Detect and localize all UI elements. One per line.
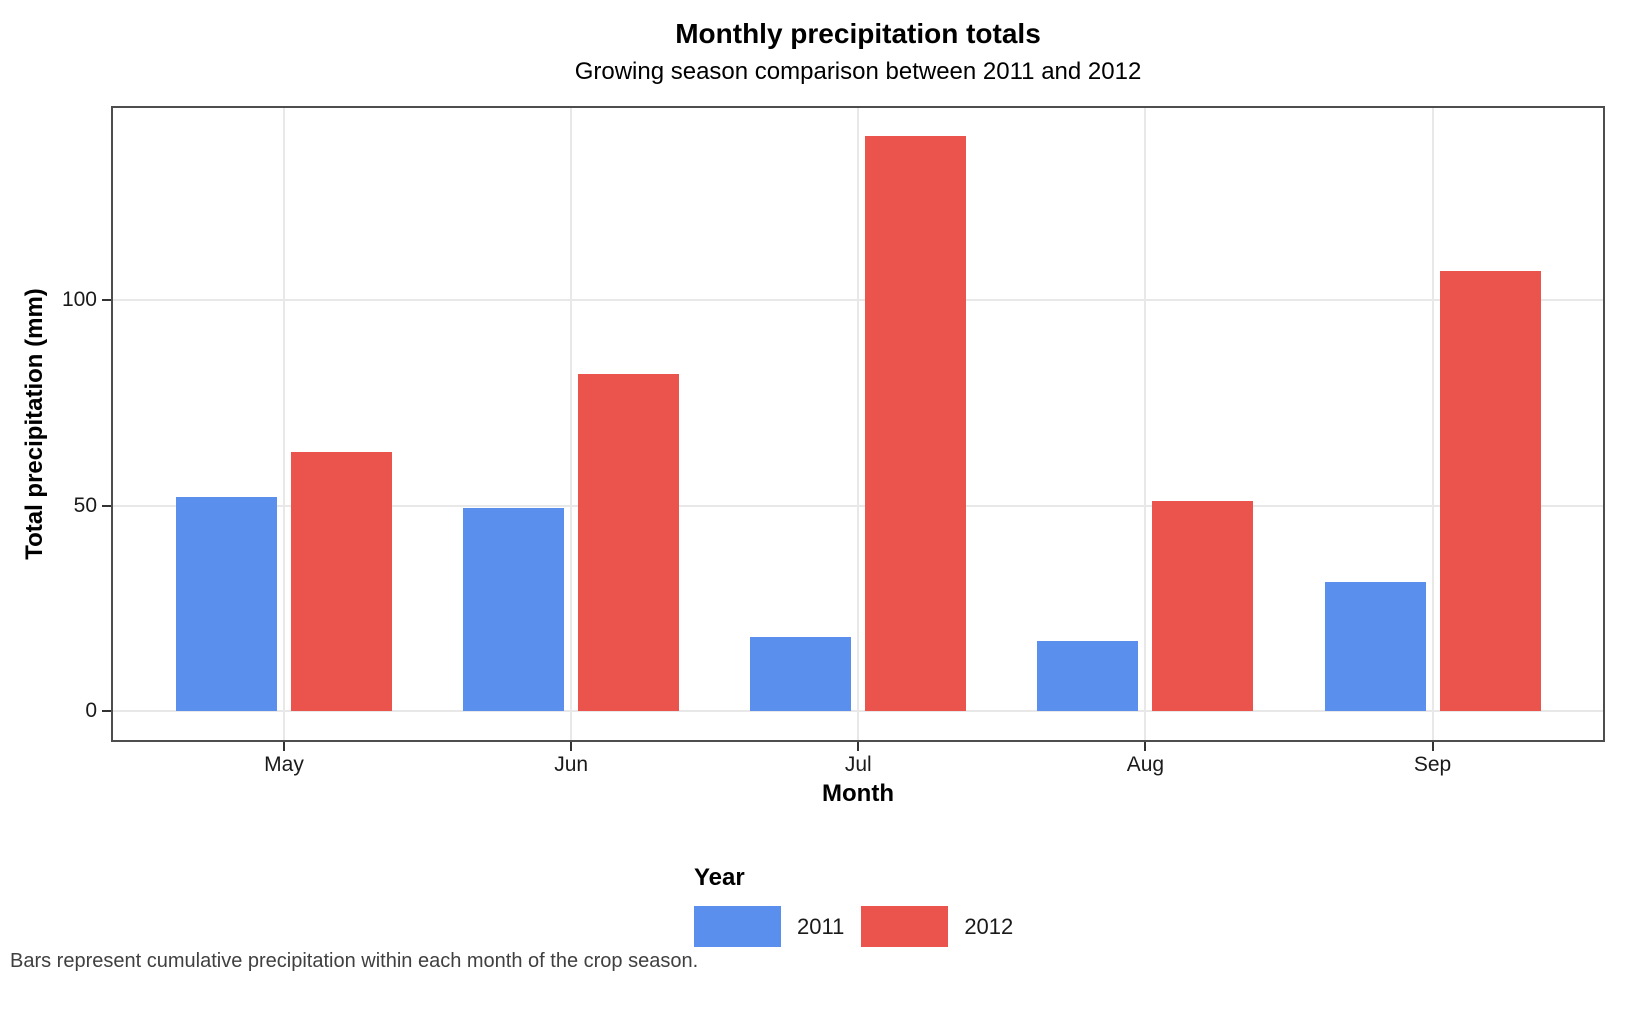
bar-2011-Jul (750, 637, 852, 711)
y-tick-label-50: 50 (73, 493, 97, 517)
legend-key-2011: 2011 (694, 906, 844, 947)
x-tick-mark-May (283, 742, 285, 751)
x-tick-label-May: May (264, 753, 304, 776)
bar-2011-Jun (463, 507, 565, 711)
gridline-x-Jul (857, 106, 860, 742)
chart-subtitle: Growing season comparison between 2011 a… (574, 58, 1142, 85)
x-tick-label-Aug: Aug (1126, 753, 1165, 776)
bar-2012-Jun (578, 373, 680, 711)
x-tick-mark-Jun (570, 742, 573, 751)
y-tick-mark-100 (102, 299, 111, 301)
bar-2012-Sep (1439, 271, 1541, 711)
chart-panel (111, 106, 1605, 742)
x-tick-mark-Sep (1431, 742, 1434, 751)
x-tick-mark-Jul (857, 742, 860, 751)
legend-label-2011: 2011 (797, 913, 845, 939)
y-axis-title: Total precipitation (mm) (21, 288, 48, 560)
y-tick-label-0: 0 (85, 699, 97, 722)
y-tick-mark-50 (102, 504, 111, 507)
x-tick-label-Jun: Jun (554, 753, 589, 776)
gridline-x-Sep (1431, 106, 1434, 742)
legend-swatch-2012 (861, 906, 949, 947)
gridline-x-Aug (1144, 106, 1147, 742)
caption: Bars represent cumulative precipitation … (10, 950, 699, 972)
bar-2011-Sep (1324, 581, 1426, 711)
legend-row: 2011 2012 (694, 906, 1030, 947)
y-tick-label-100: 100 (61, 288, 97, 311)
bar-2011-Aug (1037, 641, 1139, 711)
x-tick-label-Jul: Jul (844, 753, 872, 776)
x-axis-title: Month (822, 780, 894, 807)
legend: Year 2011 2012 (694, 864, 1030, 947)
bar-2012-Aug (1152, 501, 1254, 711)
bar-2012-Jul (865, 135, 967, 711)
legend-swatch-2011 (694, 906, 781, 947)
gridline-x-Jun (570, 106, 573, 742)
chart-title: Monthly precipitation totals (675, 18, 1041, 49)
bar-2011-May (176, 497, 277, 711)
bar-2012-May (291, 452, 392, 711)
y-tick-mark-0 (102, 710, 111, 712)
legend-label-2012: 2012 (964, 913, 1014, 939)
x-tick-label-Sep: Sep (1413, 753, 1452, 776)
legend-title: Year (694, 864, 745, 891)
legend-key-2012: 2012 (861, 906, 1013, 947)
x-tick-mark-Aug (1144, 742, 1147, 751)
gridline-x-May (283, 106, 285, 742)
